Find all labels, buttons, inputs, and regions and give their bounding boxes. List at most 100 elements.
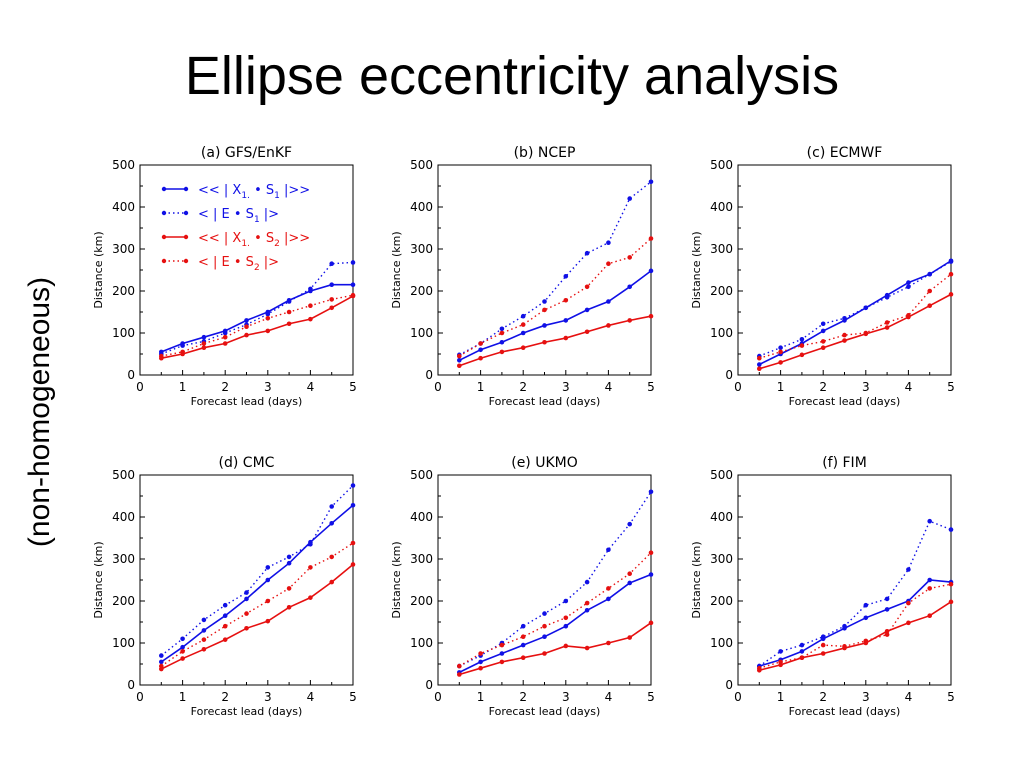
series-point-3 xyxy=(563,615,569,621)
x-tick-label: 5 xyxy=(349,380,357,394)
series-line-0 xyxy=(161,283,353,353)
series-point-3 xyxy=(244,611,249,616)
y-tick-label: 400 xyxy=(710,200,733,214)
legend-text: |>> xyxy=(280,231,310,246)
y-tick-label: 500 xyxy=(710,468,733,482)
series-point-2 xyxy=(329,305,335,311)
series-point-3 xyxy=(927,586,932,591)
legend-text: |> xyxy=(260,207,279,222)
series-line-2 xyxy=(161,295,354,359)
series-point-0 xyxy=(159,659,164,665)
series-point-2 xyxy=(584,645,590,651)
series-point-3 xyxy=(222,623,228,629)
series-line-3 xyxy=(759,273,952,359)
series-point-0 xyxy=(906,280,911,285)
series-point-2 xyxy=(563,643,569,649)
y-axis-label: Distance (km) xyxy=(690,231,703,308)
series-point-1 xyxy=(584,250,590,256)
series-point-3 xyxy=(927,288,932,294)
series-point-1 xyxy=(584,579,590,585)
series-point-1 xyxy=(927,271,932,277)
series-point-2 xyxy=(906,620,911,626)
series-line-0 xyxy=(458,270,652,362)
series-point-1 xyxy=(329,261,335,267)
x-axis-label: Forecast lead (days) xyxy=(789,705,901,718)
series-point-3 xyxy=(948,271,954,277)
legend-marker xyxy=(183,186,189,192)
series-point-3 xyxy=(308,303,313,309)
series-point-1 xyxy=(159,653,164,658)
series-point-1 xyxy=(499,326,505,332)
series-point-2 xyxy=(542,651,547,656)
series-line-1 xyxy=(758,520,952,667)
series-point-3 xyxy=(457,353,462,359)
series-point-2 xyxy=(884,325,890,330)
y-tick-label: 0 xyxy=(725,678,733,692)
x-tick-label: 0 xyxy=(434,380,442,394)
legend: << | X1. • S1 |>>< | E • S1 |><< | X1. •… xyxy=(161,183,310,273)
series-point-3 xyxy=(842,644,847,649)
series-point-2 xyxy=(308,316,313,322)
series-point-0 xyxy=(863,615,869,621)
series-point-3 xyxy=(842,332,847,338)
series-point-0 xyxy=(329,521,335,526)
series-point-1 xyxy=(927,518,932,524)
legend-label: < | E • S2 |> xyxy=(198,255,279,273)
x-tick-label: 5 xyxy=(647,690,655,704)
series-point-1 xyxy=(606,240,611,245)
legend-label: < | E • S1 |> xyxy=(198,207,279,225)
y-tick-label: 200 xyxy=(112,284,135,298)
panel-5: (f) FIM 0 1 2 3 4 5 0 100 200 300 400 500 Forecast le… xyxy=(690,455,955,718)
series-point-2 xyxy=(520,655,526,660)
y-tick-label: 200 xyxy=(410,284,433,298)
series-point-1 xyxy=(648,179,654,185)
series-point-2 xyxy=(778,360,783,365)
series-point-2 xyxy=(222,341,228,346)
series-point-0 xyxy=(350,502,356,508)
plot-frame xyxy=(139,474,354,686)
series-point-2 xyxy=(563,335,569,341)
series-point-3 xyxy=(948,581,954,587)
series-point-1 xyxy=(906,567,911,572)
x-tick-label: 3 xyxy=(562,380,570,394)
series-point-0 xyxy=(286,560,292,566)
series-point-0 xyxy=(606,299,611,304)
series-point-1 xyxy=(201,617,207,623)
series-point-1 xyxy=(286,554,292,560)
series-point-1 xyxy=(265,565,271,570)
series-point-0 xyxy=(648,572,654,577)
x-tick-label: 5 xyxy=(947,690,955,704)
series-point-2 xyxy=(244,626,249,631)
series-point-3 xyxy=(906,313,911,318)
series-point-2 xyxy=(457,672,462,677)
x-tick-label: 0 xyxy=(136,380,144,394)
legend-text: << | X xyxy=(198,231,241,246)
series-point-2 xyxy=(478,355,483,361)
series-point-1 xyxy=(820,634,826,639)
series-point-0 xyxy=(244,596,249,602)
series-point-2 xyxy=(201,647,207,652)
series-point-3 xyxy=(329,554,335,560)
panel-title: (c) ECMWF xyxy=(807,145,883,161)
series-point-1 xyxy=(627,521,632,527)
series-point-0 xyxy=(627,284,632,290)
legend-subscript: 1. xyxy=(241,191,250,201)
series-point-1 xyxy=(308,542,313,547)
series-point-0 xyxy=(627,580,632,586)
series-point-0 xyxy=(884,607,890,612)
x-tick-label: 1 xyxy=(477,690,485,704)
y-tick-label: 100 xyxy=(710,326,733,340)
x-tick-label: 0 xyxy=(136,690,144,704)
x-tick-label: 4 xyxy=(605,690,613,704)
panel-title: (e) UKMO xyxy=(511,455,578,471)
series-point-3 xyxy=(606,586,611,591)
series-point-2 xyxy=(948,599,954,605)
series-point-2 xyxy=(627,318,632,323)
series-point-1 xyxy=(563,598,569,604)
y-tick-label: 400 xyxy=(112,200,135,214)
series-point-0 xyxy=(201,334,207,340)
series-point-3 xyxy=(884,320,890,325)
x-axis-label: Forecast lead (days) xyxy=(489,705,601,718)
series-point-0 xyxy=(478,347,483,353)
panel-1: (b) NCEP 0 1 2 3 4 5 0 100 200 300 400 500 Forecast l… xyxy=(390,145,655,408)
